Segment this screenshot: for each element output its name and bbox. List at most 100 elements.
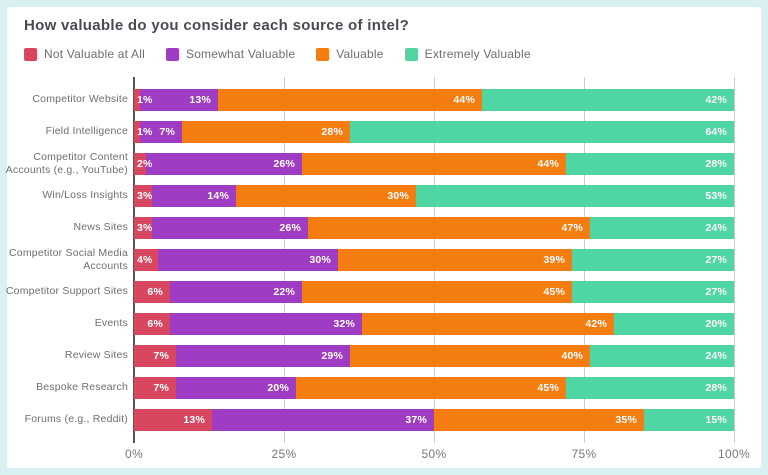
category-label: Competitor Support Sites [5, 285, 128, 298]
legend-item: Valuable [316, 47, 383, 61]
bar-row: 1% 7% 28% 64% [134, 121, 734, 143]
bar-value-label: 20% [705, 318, 727, 330]
legend: Not Valuable at All Somewhat Valuable Valu… [24, 47, 531, 61]
bar-segment: 27% [572, 281, 734, 303]
category-label: Win/Loss Insights [42, 189, 128, 202]
bar-segment: 26% [146, 153, 302, 175]
bar-value-label: 30% [387, 190, 409, 202]
bar-segment: 13% [140, 89, 218, 111]
x-tick-label: 25% [271, 447, 297, 461]
bar-value-label: 42% [585, 318, 607, 330]
category-label: Competitor Content Accounts (e.g., YouTu… [5, 150, 128, 176]
bar-segment: 37% [212, 409, 434, 431]
category-label: Events [94, 317, 128, 330]
bar-segment: 4% [134, 249, 158, 271]
bar-value-label: 15% [705, 414, 727, 426]
bar-value-label: 13% [189, 94, 211, 106]
x-tick-label: 75% [571, 447, 597, 461]
bar-segment: 15% [644, 409, 734, 431]
legend-label: Valuable [336, 47, 384, 61]
legend-color-swatch [316, 47, 330, 61]
bar-segment: 2% [134, 153, 152, 175]
bar-segment: 7% [134, 377, 176, 399]
bar-value-label: 26% [273, 158, 295, 170]
bar-segment: 39% [338, 249, 572, 271]
category-label: Competitor Social Media Accounts [9, 246, 128, 272]
bar-value-label: 6% [147, 318, 163, 330]
category-label: Field Intelligence [45, 125, 128, 138]
bar-segment: 13% [134, 409, 212, 431]
bar-value-label: 6% [147, 286, 163, 298]
bar-segment: 28% [566, 377, 734, 399]
legend-label: Somewhat Valuable [185, 47, 296, 61]
bar-segment: 40% [350, 345, 590, 367]
bar-segment: 53% [416, 185, 734, 207]
bar-segment: 45% [296, 377, 566, 399]
bar-value-label: 53% [705, 190, 727, 202]
bar-value-label: 3% [137, 190, 153, 202]
bar-value-label: 13% [183, 414, 205, 426]
bar-value-label: 30% [309, 254, 331, 266]
bar-segment: 14% [152, 185, 236, 207]
bar-segment: 44% [302, 153, 566, 175]
legend-color-swatch [165, 47, 179, 61]
bar-value-label: 4% [137, 254, 153, 266]
chart-title: How valuable do you consider each source… [24, 17, 410, 34]
bar-segment: 35% [434, 409, 644, 431]
bar-value-label: 22% [273, 286, 295, 298]
bar-value-label: 28% [705, 158, 727, 170]
bar-value-label: 24% [705, 222, 727, 234]
bar-segment: 6% [134, 313, 170, 335]
bar-value-label: 42% [705, 94, 727, 106]
bar-segment: 1% [134, 89, 152, 111]
bar-value-label: 32% [333, 318, 355, 330]
bar-segment: 24% [590, 217, 734, 239]
bar-value-label: 28% [321, 126, 343, 138]
bar-segment: 30% [236, 185, 416, 207]
bar-segment: 28% [566, 153, 734, 175]
bar-segment: 20% [614, 313, 734, 335]
bar-row: 7% 29% 40% 24% [134, 345, 734, 367]
bar-value-label: 44% [453, 94, 475, 106]
bar-row: 6% 32% 42% 20% [134, 313, 734, 335]
bar-segment: 1% [134, 121, 152, 143]
bar-segment: 7% [134, 345, 176, 367]
bar-value-label: 24% [705, 350, 727, 362]
plot-area: 0% 25% 50% 75% 100% 1% 13% 44% 42% 1% 7% 28% 64% 2% 26… [125, 77, 750, 461]
bar-value-label: 29% [321, 350, 343, 362]
bar-row: 3% 14% 30% 53% [134, 185, 734, 207]
bar-value-label: 7% [153, 350, 169, 362]
bar-segment: 26% [152, 217, 308, 239]
bar-segment: 7% [140, 121, 182, 143]
legend-item: Extremely Valuable [404, 47, 531, 61]
bar-segment: 28% [182, 121, 350, 143]
bar-row: 1% 13% 44% 42% [134, 89, 734, 111]
legend-label: Extremely Valuable [424, 47, 531, 61]
bar-value-label: 64% [705, 126, 727, 138]
legend-color-swatch [24, 47, 37, 61]
bar-segment: 47% [308, 217, 590, 239]
bar-value-label: 1% [137, 94, 153, 106]
legend-label: Not Valuable at All [44, 47, 145, 61]
bar-value-label: 7% [159, 126, 175, 138]
x-tick-label: 100% [718, 447, 750, 461]
bar-segment: 30% [158, 249, 338, 271]
bar-segment: 3% [134, 185, 152, 207]
legend-item: Not Valuable at All [24, 47, 145, 61]
bar-value-label: 20% [267, 382, 289, 394]
bar-row: 6% 22% 45% 27% [134, 281, 734, 303]
bar-value-label: 39% [543, 254, 565, 266]
bar-value-label: 27% [705, 254, 727, 266]
x-tick-label: 0% [125, 447, 143, 461]
bar-row: 13% 37% 35% 15% [134, 409, 734, 431]
bar-segment: 22% [170, 281, 302, 303]
bar-segment: 3% [134, 217, 152, 239]
bar-value-label: 1% [137, 126, 153, 138]
bar-value-label: 2% [137, 158, 153, 170]
bar-value-label: 47% [561, 222, 583, 234]
bar-row: 4% 30% 39% 27% [134, 249, 734, 271]
bar-segment: 42% [482, 89, 734, 111]
bar-value-label: 40% [561, 350, 583, 362]
bar-row: 7% 20% 45% 28% [134, 377, 734, 399]
gridline [734, 77, 735, 443]
